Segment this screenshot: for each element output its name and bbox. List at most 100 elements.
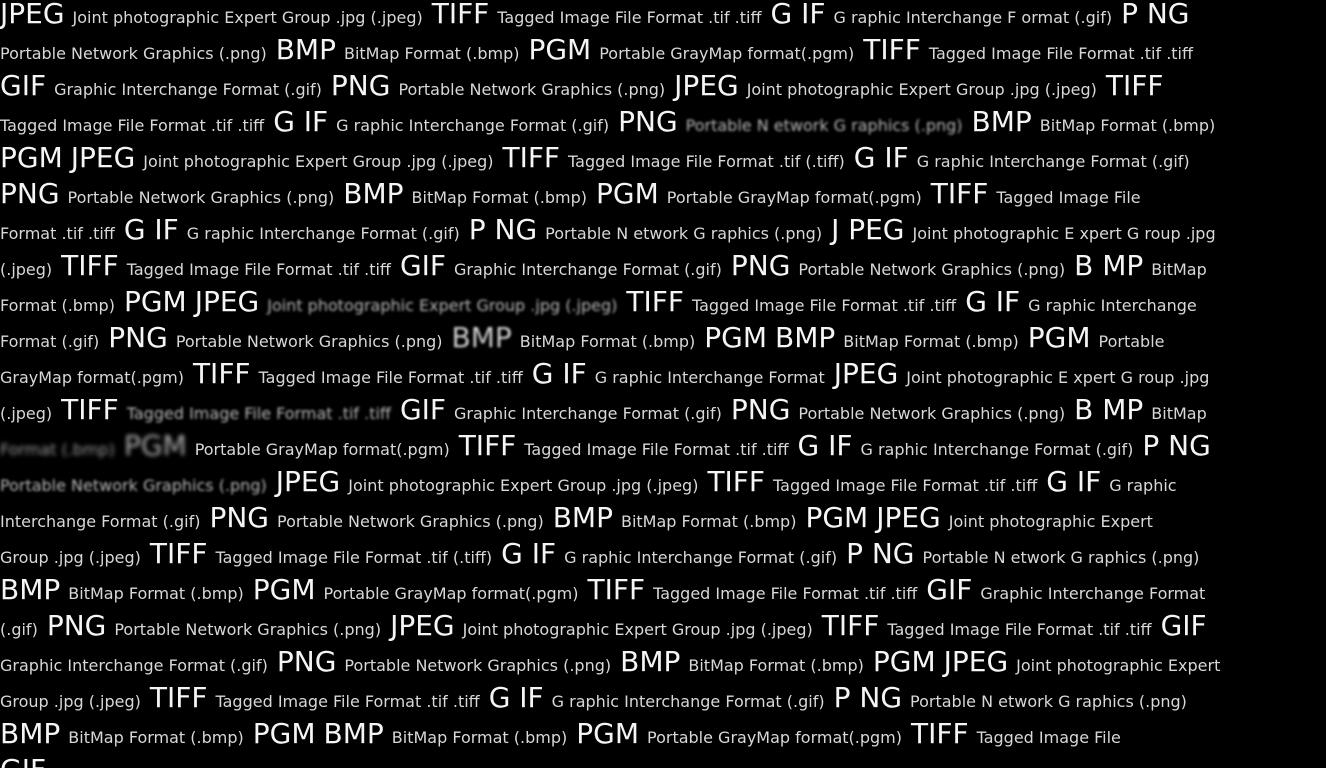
format-acronym: PNG — [46, 609, 107, 642]
text-line: Graphic Interchange Format (.gif) PNG Port… — [0, 644, 1229, 680]
text-line: BMP BitMap Format (.bmp) PGM Portable GrayM… — [0, 572, 1214, 608]
format-description: Portable N etwork G raphics (.png) — [545, 224, 823, 243]
format-acronym: PNG — [618, 105, 678, 138]
format-description: Graphic Interchange Format — [980, 584, 1206, 603]
format-acronym: TIFF — [149, 681, 208, 714]
format-description: G raphic Interchange Format (.gif) — [186, 224, 460, 243]
text-line: (.gif) PNG Portable Network Graphics (.png… — [0, 608, 1215, 644]
format-acronym: PGM — [704, 321, 768, 354]
text-line: GIF — [0, 752, 54, 768]
format-acronym: TIFF — [707, 465, 766, 498]
format-acronym: TIFF — [458, 429, 517, 462]
format-description: Tagged Image File Format .tif .tiff — [497, 8, 762, 27]
format-acronym: BMP — [275, 33, 336, 66]
format-description: Group .jpg (.jpeg) — [0, 692, 141, 711]
format-acronym: BMP — [620, 645, 681, 678]
format-description: Portable GrayMap format(.pgm) — [194, 440, 450, 459]
format-description: Portable GrayMap format(.pgm) — [647, 728, 903, 747]
format-description: Portable Network Graphics (.png) — [0, 44, 267, 63]
format-acronym: JPEG — [833, 357, 899, 390]
text-line: Format .tif .tiff G IF G raphic Interchang… — [0, 212, 1225, 248]
text-line: PGM JPEG Joint photographic Expert Group .… — [0, 140, 1199, 176]
text-line: Group .jpg (.jpeg) TIFF Tagged Image File … — [0, 536, 1208, 572]
format-description: Format .tif .tiff — [0, 224, 115, 243]
format-acronym: TIFF — [192, 357, 251, 390]
format-description: Joint photographic Expert — [948, 512, 1153, 531]
format-description: Format (.gif) — [0, 332, 100, 351]
format-description: Joint photographic Expert Group .jpg (.j… — [143, 152, 494, 171]
text-line: GIF Graphic Interchange Format (.gif) PNG P… — [0, 68, 1171, 104]
format-description: Tagged Image File Format .tif .tiff — [126, 260, 391, 279]
format-acronym: TIFF — [863, 33, 921, 66]
format-description: Portable GrayMap format(.pgm) — [666, 188, 922, 207]
format-description: BitMap Format (.bmp) — [343, 44, 520, 63]
format-description: Tagged Image File Format .tif .tiff — [773, 476, 1038, 495]
format-acronym: P NG — [468, 213, 538, 246]
format-description: Portable Network Graphics (.png) — [67, 188, 335, 207]
format-acronym: PNG — [209, 501, 269, 534]
format-acronym: PGM — [123, 285, 187, 318]
text-line: Tagged Image File Format .tif .tiff G IF G… — [0, 104, 1224, 140]
format-acronym: P NG — [1142, 429, 1211, 462]
format-description: Joint photographic E xpert G roup .jpg — [912, 224, 1216, 243]
text-line: (.jpeg) TIFF Tagged Image File Format .tif… — [0, 392, 1216, 428]
format-acronym: PGM — [528, 33, 592, 66]
format-acronym: JPEG — [70, 141, 136, 174]
format-acronym: TIFF — [587, 573, 646, 606]
format-description: Portable Network Graphics (.png) — [175, 332, 443, 351]
format-description: Tagged Image File Format .tif .tiff — [928, 44, 1194, 63]
format-description: Graphic Interchange Format (.gif) — [54, 80, 322, 99]
format-description: Tagged Image File Format .tif .tiff — [691, 296, 957, 315]
format-acronym: JPEG — [943, 645, 1009, 678]
format-description: Portable Network Graphics (.png) — [798, 404, 1066, 423]
format-description: BitMap Format (.bmp) — [688, 656, 864, 675]
text-line: Format (.bmp) PGM JPEG Joint photographic E… — [0, 284, 1206, 320]
format-acronym: JPEG — [275, 465, 341, 498]
format-acronym: PGM — [252, 573, 316, 606]
format-acronym: PNG — [276, 645, 337, 678]
format-description: Joint photographic Expert Group .jpg (.j… — [267, 296, 618, 315]
format-description: Joint photographic E xpert G roup .jpg — [906, 368, 1210, 387]
format-acronym: PNG — [108, 321, 168, 354]
format-acronym: GIF — [399, 393, 447, 426]
format-description: Tagged Image File Format .tif .tiff — [524, 440, 789, 459]
format-acronym: P NG — [1121, 0, 1190, 30]
format-description: Portable Network Graphics (.png) — [798, 260, 1066, 279]
format-acronym: BMP — [0, 717, 61, 750]
format-acronym: PNG — [0, 177, 60, 210]
format-acronym: J PEG — [831, 213, 905, 246]
text-line: PNG Portable Network Graphics (.png) BMP Bi… — [0, 176, 1150, 212]
format-description: Tagged Image File Format .tif .tiff — [215, 692, 480, 711]
format-acronym: TIFF — [61, 393, 119, 426]
format-description: BitMap Format (.bmp) — [411, 188, 587, 207]
format-description: BitMap Format (.bmp) — [843, 332, 1019, 351]
format-description: Portable GrayMap format(.pgm) — [599, 44, 855, 63]
format-description: BitMap — [1151, 260, 1207, 279]
format-acronym: TIFF — [1105, 69, 1164, 102]
text-line: JPEG Joint photographic Expert Group .jpg… — [0, 0, 1198, 32]
format-acronym: BMP — [343, 177, 404, 210]
format-acronym: PGM — [123, 429, 187, 462]
format-acronym: TIFF — [821, 609, 880, 642]
format-acronym: TIFF — [149, 537, 208, 570]
format-acronym: BMP — [971, 105, 1032, 138]
format-acronym: G IF — [965, 285, 1021, 318]
text-line: Portable Network Graphics (.png) JPEG Join… — [0, 464, 1186, 500]
format-acronym: TIFF — [431, 0, 490, 30]
format-description: Tagged Image File Format .tif .tiff — [0, 116, 265, 135]
format-acronym: TIFF — [61, 249, 119, 282]
format-acronym: G IF — [501, 537, 557, 570]
format-acronym: PNG — [730, 249, 791, 282]
format-description: Tagged Image File Format .tif .tiff — [653, 584, 918, 603]
format-description: Format (.bmp) — [0, 440, 115, 459]
format-acronym: BMP — [775, 321, 836, 354]
format-description: BitMap Format (.bmp) — [391, 728, 568, 747]
format-acronym: BMP — [552, 501, 613, 534]
format-description: BitMap Format (.bmp) — [1039, 116, 1216, 135]
format-description: Graphic Interchange Format (.gif) — [454, 260, 722, 279]
format-description: GrayMap format(.pgm) — [0, 368, 184, 387]
format-description: G raphic Interchange Format (.gif) — [916, 152, 1190, 171]
format-description: BitMap Format (.bmp) — [620, 512, 797, 531]
text-line: (.jpeg) TIFF Tagged Image File Format .tif… — [0, 248, 1216, 284]
